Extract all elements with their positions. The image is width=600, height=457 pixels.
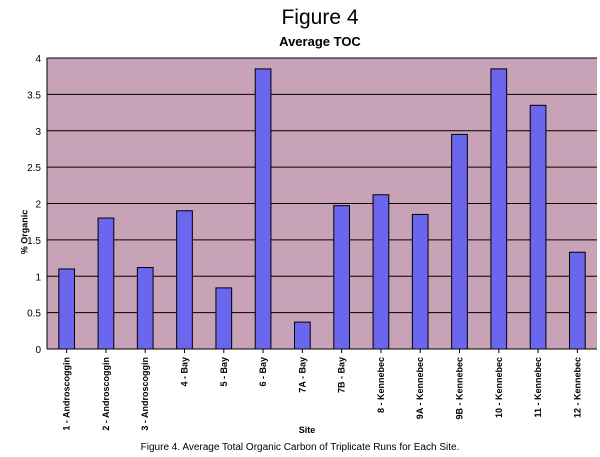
y-tick-label: 3 [35,127,41,138]
bar [58,268,75,350]
bar [411,213,429,350]
x-tick-label: 10 - Kennebec [494,357,504,418]
bar [294,321,311,350]
bar [529,104,547,350]
bar [569,251,586,350]
chart-subtitle: Average TOC [279,34,361,49]
x-tick-label: 12 - Kennebec [572,357,582,418]
y-tick-label: 0 [35,345,41,356]
x-tick-label: 2 - Androscoggin [101,357,111,431]
y-tick-label: 0.5 [27,309,41,320]
bar [333,205,350,350]
figure-title: Figure 4 [281,6,359,29]
x-tick-label: 9A - Kennebec [415,357,425,419]
x-tick-label: 5 - Bay [219,357,229,387]
figure-caption: Figure 4. Average Total Organic Carbon o… [140,442,460,453]
x-tick-label: 1 - Androscoggin [62,357,72,431]
bar [451,133,468,350]
x-tick-label: 3 - Androscoggin [140,357,150,431]
y-tick-label: 4 [35,54,41,65]
x-tick-label: 9B - Kennebec [455,357,465,420]
bar [97,217,115,350]
bars [58,68,586,350]
y-tick-label: 1 [35,272,41,283]
x-tick-label: 7A - Bay [297,357,307,393]
x-axis-label: Site [299,425,316,435]
axes [46,58,597,353]
bar [136,267,154,350]
bar [176,210,193,350]
x-tick-label: 7B - Bay [337,357,347,393]
bar [215,287,233,350]
bar [490,68,508,350]
x-tick-label: 11 - Kennebec [533,357,543,418]
x-category-labels: 1 - Androscoggin 2 - Androscoggin 3 - Andr… [62,357,583,431]
y-tick-label: 2.5 [27,163,41,174]
y-tick-labels: 0 0.5 1 1.5 2 2.5 3 3.5 4 [27,54,41,356]
y-tick-label: 1.5 [27,236,41,247]
x-tick-label: 8 - Kennebec [376,357,386,413]
bar [372,194,390,350]
x-tick-label: 4 - Bay [180,357,190,387]
y-tick-label: 2 [35,200,41,211]
bar [254,68,272,350]
y-tick-label: 3.5 [27,90,41,101]
x-tick-label: 6 - Bay [258,357,268,387]
